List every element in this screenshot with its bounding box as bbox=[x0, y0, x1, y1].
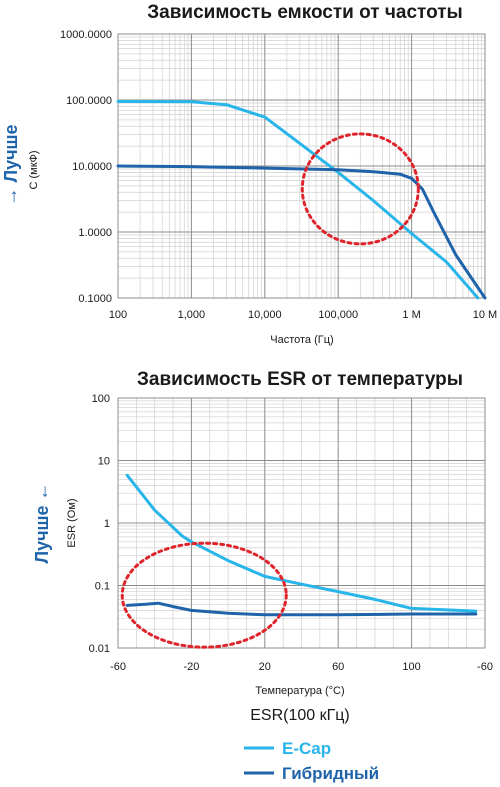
chart2-y-tick-label: 100 bbox=[92, 393, 110, 405]
chart1-series-ecap-line bbox=[116, 100, 480, 300]
chart1-highlight-circle bbox=[300, 132, 420, 246]
legend-hybrid-label: Гибридный bbox=[282, 764, 379, 783]
esr-frequency-caption: ESR(100 кГц) bbox=[250, 707, 350, 724]
chart2-title: Зависимость ESR от температуры bbox=[137, 369, 463, 390]
chart1-series bbox=[116, 100, 487, 300]
chart-capacitance-vs-frequency: Зависимость емкости от частоты 0.1000 1.0… bbox=[1, 2, 497, 346]
chart2-series-hybrid-line bbox=[125, 601, 478, 617]
chart2-series-ecap-line bbox=[125, 473, 478, 613]
chart1-y-tick-label: 1.0000 bbox=[78, 227, 112, 239]
chart1-y-tick-label: 10.0000 bbox=[72, 161, 112, 173]
chart1-x-tick-label: 100 bbox=[109, 309, 127, 321]
chart1-y-tick-label: 1000.0000 bbox=[60, 29, 112, 41]
chart2-x-tick-label: -60 bbox=[477, 661, 493, 673]
chart2-grid bbox=[117, 397, 486, 649]
chart2-y-ticks: 0.01 0.1 1 10 100 bbox=[89, 393, 110, 655]
chart2-x-axis-label: Температура (°C) bbox=[255, 685, 344, 697]
chart1-y-ticks: 0.1000 1.0000 10.0000 100.0000 1000.0000 bbox=[60, 29, 112, 305]
chart2-x-tick-label: 100 bbox=[402, 661, 420, 673]
chart1-x-axis-label: Частота (Гц) bbox=[270, 334, 333, 346]
chart-esr-vs-temperature: Зависимость ESR от температуры 0.01 0.1 1 1… bbox=[32, 369, 493, 697]
legend: E-Cap Гибридный bbox=[244, 739, 379, 783]
chart2-highlight-circle bbox=[120, 541, 288, 649]
chart1-x-tick-label: 100,000 bbox=[318, 309, 358, 321]
chart1-y-tick-label: 0.1000 bbox=[78, 293, 112, 305]
chart2-x-tick-label: 20 bbox=[259, 661, 271, 673]
legend-ecap-label: E-Cap bbox=[282, 739, 331, 758]
chart1-y-axis-label: С (мкФ) bbox=[28, 150, 40, 189]
chart1-x-ticks: 100 1,000 10,000 100,000 1 M 10 M bbox=[109, 309, 497, 321]
chart1-better-indicator: → Лучше bbox=[1, 124, 21, 205]
chart2-y-tick-label: 0.1 bbox=[95, 581, 110, 593]
chart1-title: Зависимость емкости от частоты bbox=[147, 2, 463, 23]
chart1-x-tick-label: 1,000 bbox=[178, 309, 206, 321]
chart2-y-tick-label: 10 bbox=[98, 456, 110, 468]
chart2-x-tick-label: -60 bbox=[110, 661, 126, 673]
chart1-series-hybrid-line bbox=[116, 164, 487, 300]
chart2-better-indicator: Лучше ← bbox=[32, 482, 52, 563]
chart1-y-tick-label: 100.0000 bbox=[66, 95, 112, 107]
chart1-x-tick-label: 10 M bbox=[473, 309, 497, 321]
chart2-x-tick-label: 60 bbox=[332, 661, 344, 673]
chart2-y-tick-label: 1 bbox=[104, 518, 110, 530]
chart2-series bbox=[125, 473, 478, 617]
chart2-y-tick-label: 0.01 bbox=[89, 643, 110, 655]
chart2-y-axis-label: ESR (Ом) bbox=[66, 498, 78, 547]
chart2-x-ticks: -60 -20 20 60 100 -60 bbox=[110, 661, 493, 673]
chart1-x-tick-label: 1 M bbox=[402, 309, 420, 321]
chart1-x-tick-label: 10,000 bbox=[248, 309, 282, 321]
chart2-x-tick-label: -20 bbox=[183, 661, 199, 673]
